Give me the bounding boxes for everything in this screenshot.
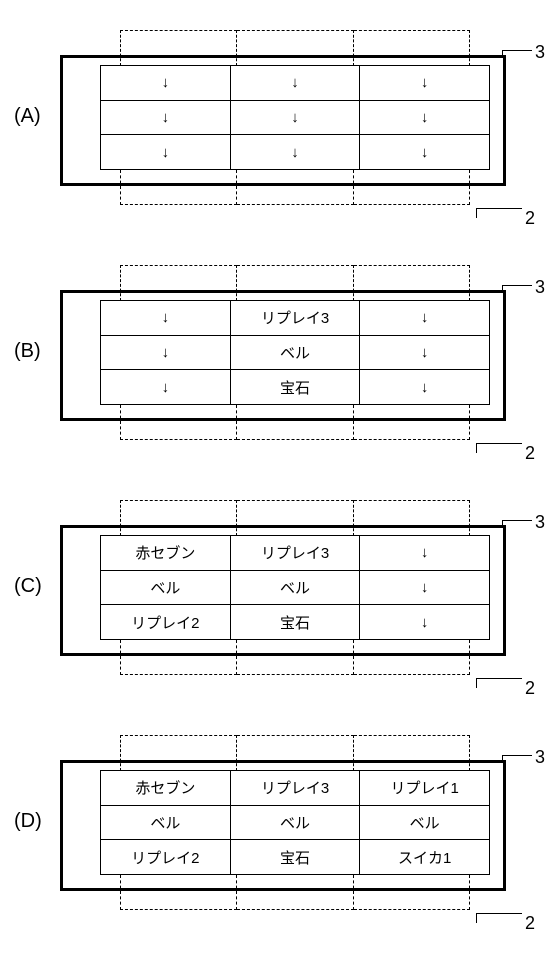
ref-leader bbox=[502, 755, 532, 756]
ref-hook bbox=[476, 443, 477, 453]
panel-3: (D)赤セブンリプレイ3リプレイ1ベルベルベルリプレイ2宝石スイカ132 bbox=[60, 735, 520, 925]
figure: (A)↓↓↓↓↓↓↓↓↓32 (B)↓リプレイ3↓↓ベル↓↓宝石↓32 (C)赤セブ… bbox=[0, 0, 559, 961]
ref-num-3: 3 bbox=[535, 277, 545, 298]
ref-num-2: 2 bbox=[525, 443, 535, 464]
ref-num-3: 3 bbox=[535, 42, 545, 63]
ref-hook bbox=[502, 755, 503, 763]
ref-hook bbox=[476, 208, 477, 218]
ref-hook bbox=[502, 285, 503, 293]
panel-label: (D) bbox=[14, 810, 42, 833]
ref-hook bbox=[502, 50, 503, 58]
ref-hook bbox=[476, 678, 477, 688]
ref-num-2: 2 bbox=[525, 208, 535, 229]
ref-leader bbox=[476, 208, 522, 209]
panel-0: (A)↓↓↓↓↓↓↓↓↓32 bbox=[60, 30, 520, 220]
panel-2: (C)赤セブンリプレイ3↓ベルベル↓リプレイ2宝石↓32 bbox=[60, 500, 520, 690]
display-window bbox=[60, 290, 506, 421]
ref-num-3: 3 bbox=[535, 747, 545, 768]
ref-leader bbox=[502, 285, 532, 286]
panel-1: (B)↓リプレイ3↓↓ベル↓↓宝石↓32 bbox=[60, 265, 520, 455]
ref-num-2: 2 bbox=[525, 678, 535, 699]
ref-hook bbox=[476, 913, 477, 923]
ref-leader bbox=[476, 913, 522, 914]
display-window bbox=[60, 525, 506, 656]
panel-label: (B) bbox=[14, 340, 41, 363]
display-window bbox=[60, 55, 506, 186]
ref-leader bbox=[476, 678, 522, 679]
panel-label: (C) bbox=[14, 575, 42, 598]
ref-num-3: 3 bbox=[535, 512, 545, 533]
display-window bbox=[60, 760, 506, 891]
ref-leader bbox=[502, 520, 532, 521]
ref-leader bbox=[502, 50, 532, 51]
panel-label: (A) bbox=[14, 105, 41, 128]
ref-hook bbox=[502, 520, 503, 528]
ref-num-2: 2 bbox=[525, 913, 535, 934]
ref-leader bbox=[476, 443, 522, 444]
